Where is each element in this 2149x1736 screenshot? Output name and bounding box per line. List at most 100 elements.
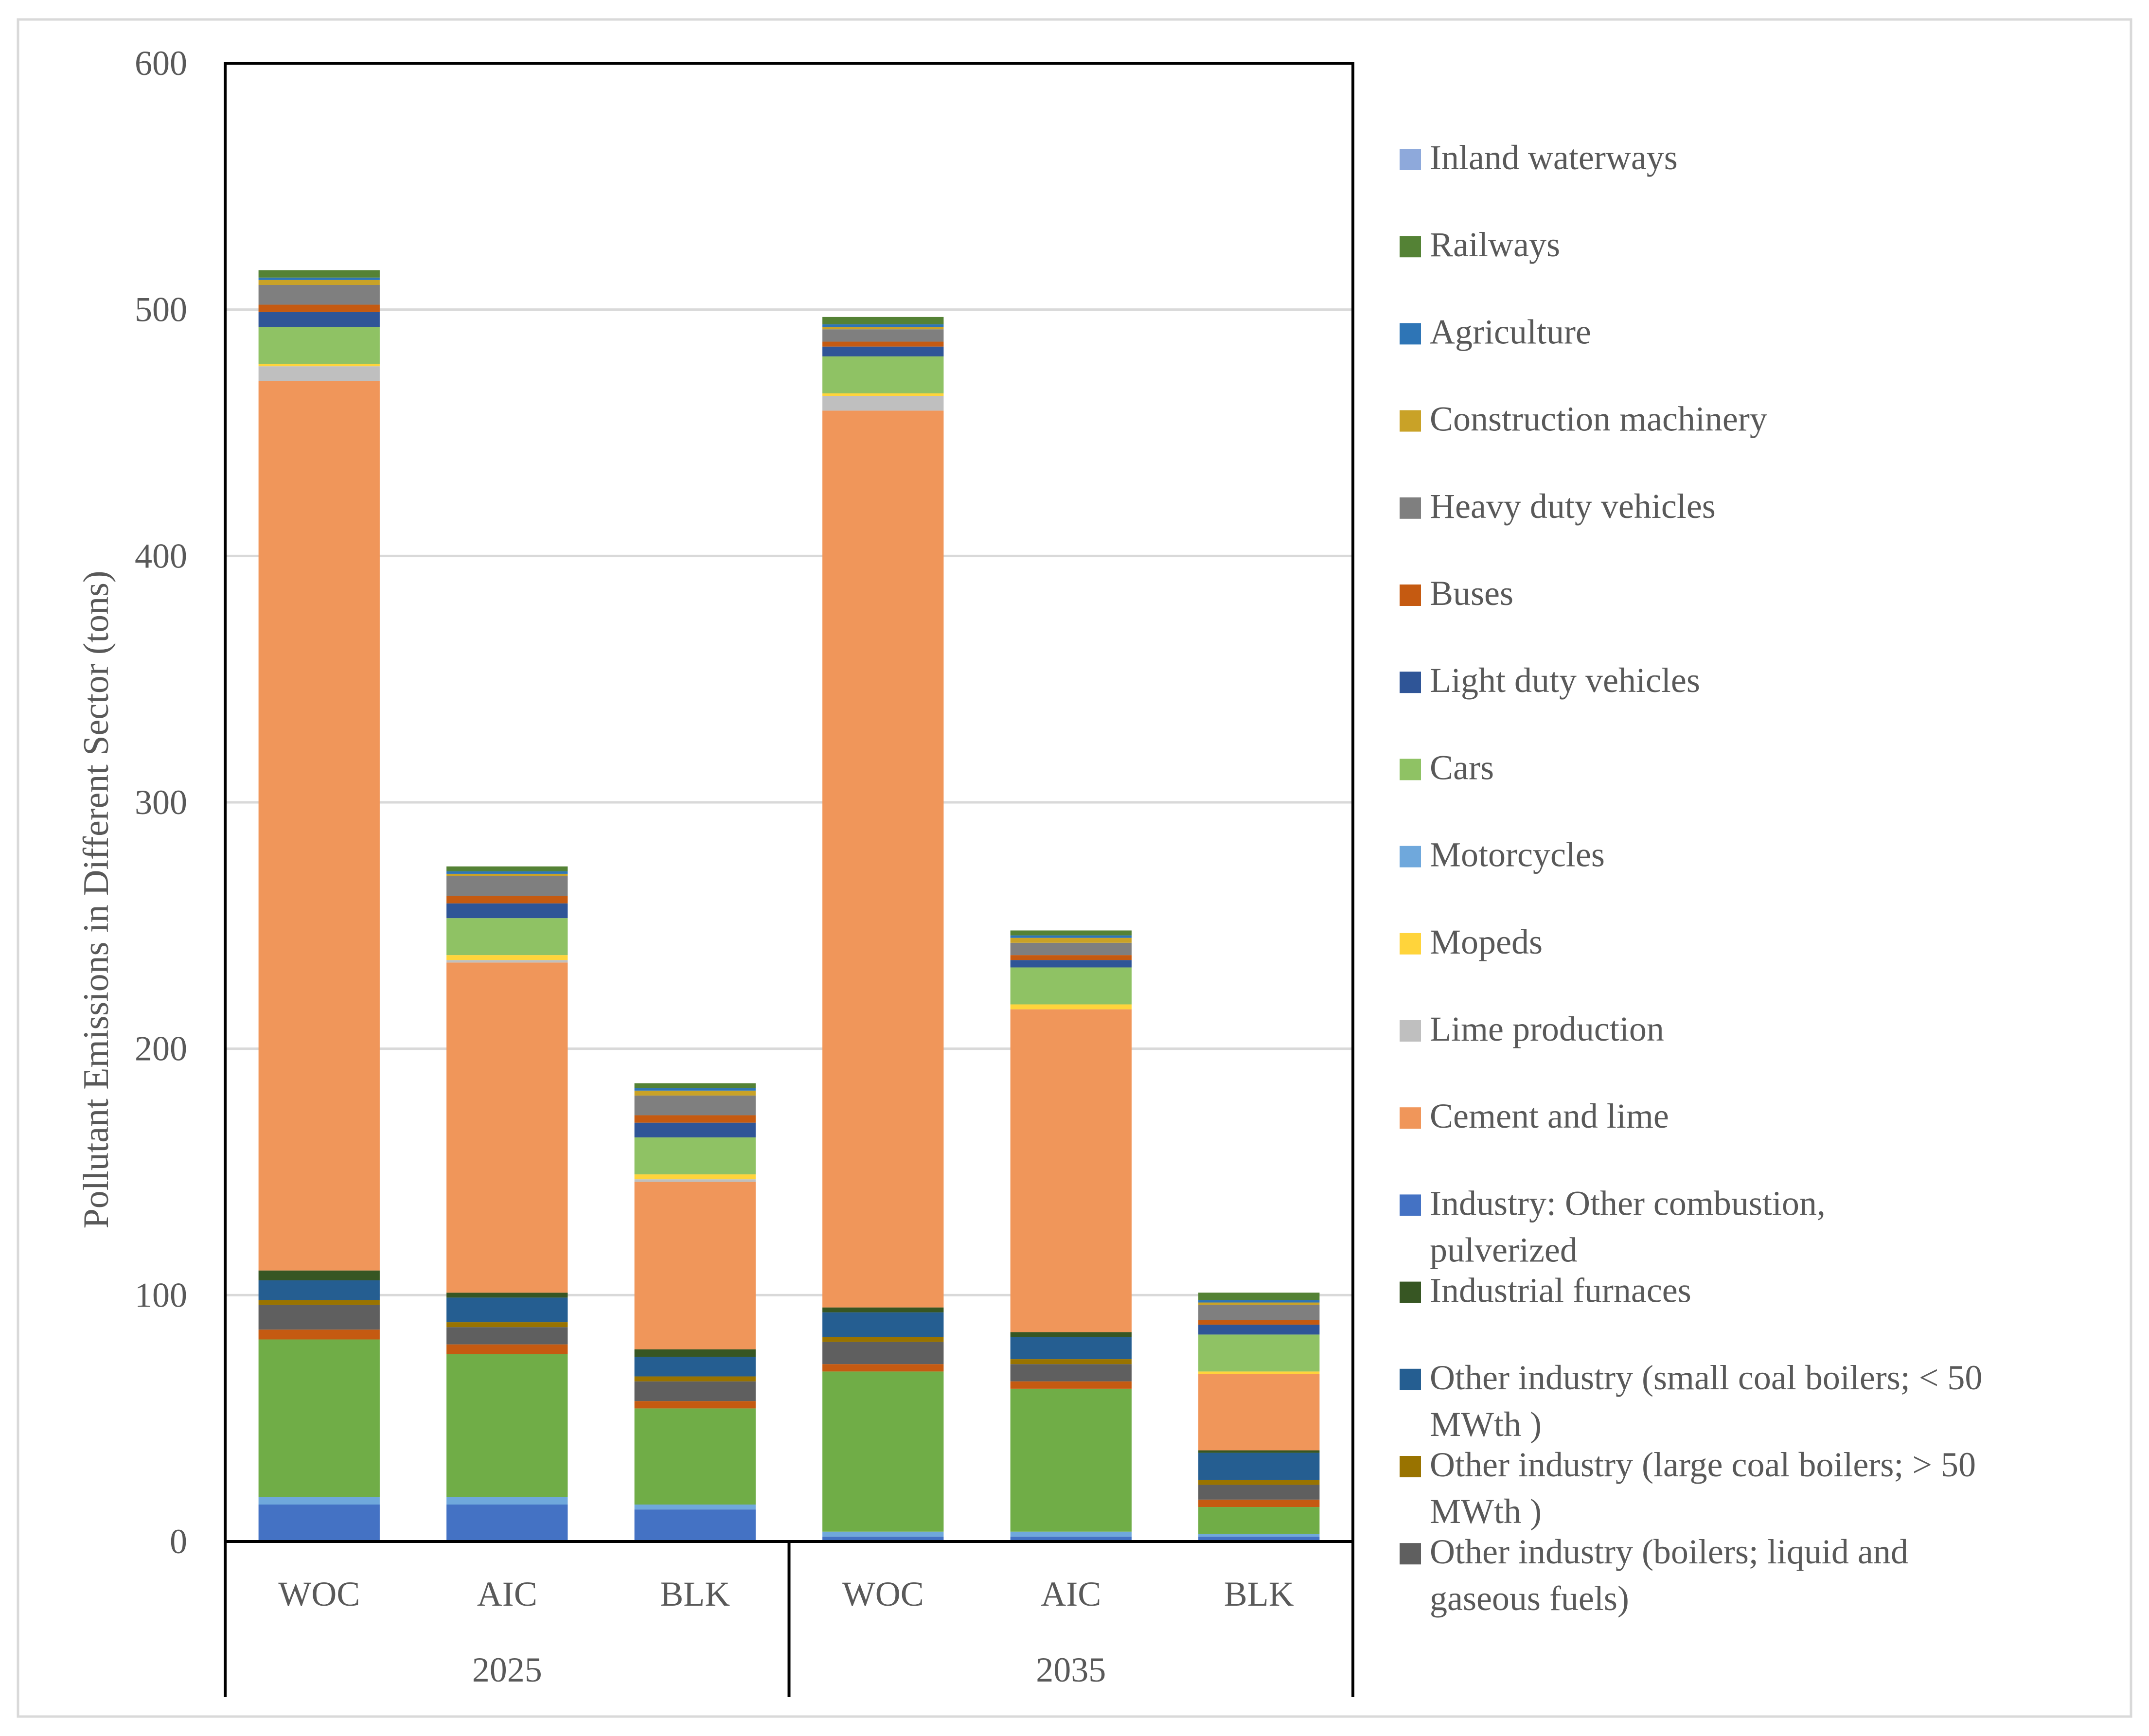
legend-swatch [1400,410,1421,432]
bar-segment [822,1307,944,1312]
bar-segment [1198,1320,1320,1325]
legend-label: Construction machinery [1430,400,1767,439]
legend-label-line: MWth ) [1430,1405,1542,1444]
bar-segment [822,1337,944,1342]
y-tick-label: 200 [135,1029,187,1068]
x-category-label: AIC [1041,1575,1101,1613]
bar-segment [634,1122,756,1138]
bar-segment [1010,967,1132,1005]
bar-segment [1010,1381,1132,1389]
legend-label: Inland waterways [1430,138,1678,177]
bar-segment [258,366,380,381]
bar-segment [1198,1371,1320,1374]
bar-segment [634,1509,756,1541]
bar-segment [634,1182,756,1349]
x-category-label: WOC [842,1575,924,1613]
y-tick-label: 600 [135,44,187,83]
bar-segment [1198,1450,1320,1453]
bar-segment [634,1174,756,1180]
bar-segment [446,1497,568,1505]
legend-swatch [1400,149,1421,170]
bar-segment [1198,1499,1320,1507]
bar-segment [634,1357,756,1377]
bar-segment [822,396,944,411]
bars [258,270,1320,1541]
bar-segment [634,1179,756,1182]
legend-label-line: Industrial furnaces [1430,1271,1691,1310]
legend-label-line: Heavy duty vehicles [1430,487,1716,526]
x-group-label: 2035 [1036,1650,1106,1689]
legend-label-line: Industry: Other combustion, [1430,1184,1826,1222]
bar-segment [446,962,568,1293]
bar-segment [1010,935,1132,938]
legend: Inland waterways Railways Agriculture Const… [1400,138,1982,1618]
bar-segment [258,304,380,312]
bar-segment [258,381,380,1271]
bar-segment [822,1371,944,1532]
bar-segment [258,364,380,367]
legend-label-line: Other industry (small coal boilers; < 50 [1430,1358,1982,1397]
bar-segment [634,1349,756,1357]
bar-segment [822,356,944,393]
y-axis-title: Pollutant Emissions in Different Sector … [76,570,116,1228]
bar-segment [634,1115,756,1123]
y-tick-labels: 0 100 200 300 400 500 600 [135,44,187,1561]
bar-segment [446,1297,568,1323]
legend-label-line: Cement and lime [1430,1097,1669,1135]
legend-swatch [1400,236,1421,258]
y-tick-label: 400 [135,536,187,575]
legend-label-line: Agriculture [1430,312,1591,351]
legend-label: Lime production [1430,1010,1664,1048]
bar-segment [1010,1388,1132,1532]
bar-segment [446,1322,568,1328]
bar-segment [1010,1531,1132,1537]
legend-swatch [1400,846,1421,868]
bar-segment [634,1083,756,1088]
x-category-labels: WOC AIC BLK WOC AIC BLK 2025 2035 [278,1575,1294,1689]
bar-segment [822,324,944,327]
bar-segment [1010,1332,1132,1337]
bar-segment [446,876,568,896]
y-tick-label: 300 [135,783,187,822]
bar-segment [258,312,380,327]
legend-label: Mopeds [1430,922,1543,961]
bar-segment [1010,1004,1132,1010]
legend-label-line: Other industry (boilers; liquid and [1430,1532,1908,1571]
bar-segment [1198,1325,1320,1335]
bar-segment [258,1270,380,1280]
bar-segment [822,410,944,1308]
bar-segment [1198,1334,1320,1372]
legend-swatch [1400,497,1421,519]
bar-segment [1010,930,1132,936]
bar-segment [1198,1480,1320,1485]
legend-label-line: Construction machinery [1430,400,1767,439]
legend-label: Industry: Other combustion, pulverized [1430,1184,1826,1269]
bar-segment [822,393,944,396]
bar-segment [258,1339,380,1497]
legend-label-line: MWth ) [1430,1492,1542,1531]
legend-label: Railways [1430,225,1560,264]
legend-label: Other industry (small coal boilers; < 50… [1430,1358,1982,1444]
bar-segment [1198,1300,1320,1303]
legend-swatch [1400,1543,1421,1565]
x-group-label: 2025 [472,1650,542,1689]
bar-segment [258,285,380,305]
bar-segment [634,1090,756,1096]
bar-segment [446,871,568,874]
bar-segment [446,1344,568,1354]
legend-label: Agriculture [1430,312,1591,351]
legend-swatch [1400,672,1421,693]
bar-segment [1010,1536,1132,1541]
legend-label-line: Buses [1430,574,1513,613]
legend-label: Heavy duty vehicles [1430,487,1716,526]
legend-label-line: Motorcycles [1430,835,1605,874]
bar-segment [446,1505,568,1541]
bar-segment [822,346,944,356]
bar-segment [258,1329,380,1340]
x-category-label: BLK [660,1575,730,1613]
bar-segment [1010,1337,1132,1360]
bar-segment [1010,1359,1132,1364]
bar-segment [1198,1534,1320,1537]
bar-segment [634,1088,756,1091]
